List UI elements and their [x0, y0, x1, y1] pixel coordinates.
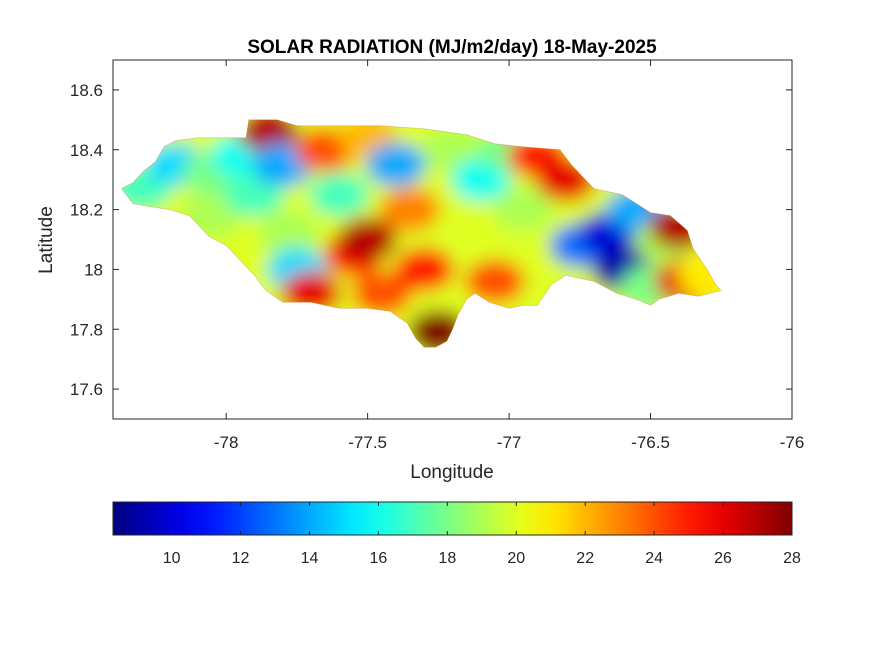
x-tick-label: -76	[780, 433, 805, 452]
colorbar-ticks: 10 12 14 16 18 20 22 24 26 28	[163, 502, 801, 567]
field-sample	[380, 187, 441, 232]
colorbar-tick-label: 14	[301, 550, 319, 567]
colorbar-tick-label: 22	[576, 550, 594, 567]
colorbar-tick-label: 10	[163, 550, 181, 567]
field-sample	[464, 259, 525, 304]
y-tick-label: 17.6	[70, 380, 103, 399]
y-tick-label: 18.2	[70, 201, 103, 220]
island-outline	[120, 119, 723, 348]
colorbar-tick-label: 24	[645, 550, 663, 567]
x-axis-label: Longitude	[410, 462, 493, 483]
colorbar-tick-label: 18	[438, 550, 456, 567]
x-tick-label: -76.5	[631, 433, 670, 452]
field-sample	[677, 253, 722, 298]
y-tick-label: 18.6	[70, 81, 103, 100]
x-tick-label: -77	[497, 433, 522, 452]
colorbar-gradient	[112, 501, 793, 536]
field-sample	[493, 187, 554, 232]
field-sample	[309, 172, 370, 217]
x-tick-label: -77.5	[348, 433, 387, 452]
field-sample	[337, 217, 398, 262]
y-tick-label: 18.4	[70, 141, 103, 160]
y-axis-label: Latitude	[36, 206, 57, 274]
field-sample	[258, 211, 319, 256]
colorbar-tick-label: 26	[714, 550, 732, 567]
x-tick-label: -78	[214, 433, 239, 452]
field-sample	[351, 271, 412, 316]
field-sample	[436, 202, 497, 247]
y-axis: 17.6 17.8 18 18.2 18.4 18.6	[70, 81, 792, 399]
colorbar: 10 12 14 16 18 20 22 24 26 28	[112, 501, 801, 567]
field-sample	[394, 247, 455, 292]
y-tick-label: 17.8	[70, 320, 103, 339]
field-sample	[365, 142, 426, 187]
x-axis: -78 -77.5 -77 -76.5 -76	[214, 60, 804, 452]
plot-area: -78 -77.5 -77 -76.5 -76 17.6 17.8 18 18.2 18.4 18…	[70, 59, 804, 452]
chart-title: SOLAR RADIATION (MJ/m2/day) 18-May-2025	[247, 37, 657, 58]
colorbar-tick-label: 28	[783, 550, 801, 567]
colorbar-tick-label: 20	[507, 550, 525, 567]
colorbar-tick-label: 12	[232, 550, 250, 567]
colorbar-tick-label: 16	[369, 550, 387, 567]
y-tick-label: 18	[84, 260, 103, 279]
